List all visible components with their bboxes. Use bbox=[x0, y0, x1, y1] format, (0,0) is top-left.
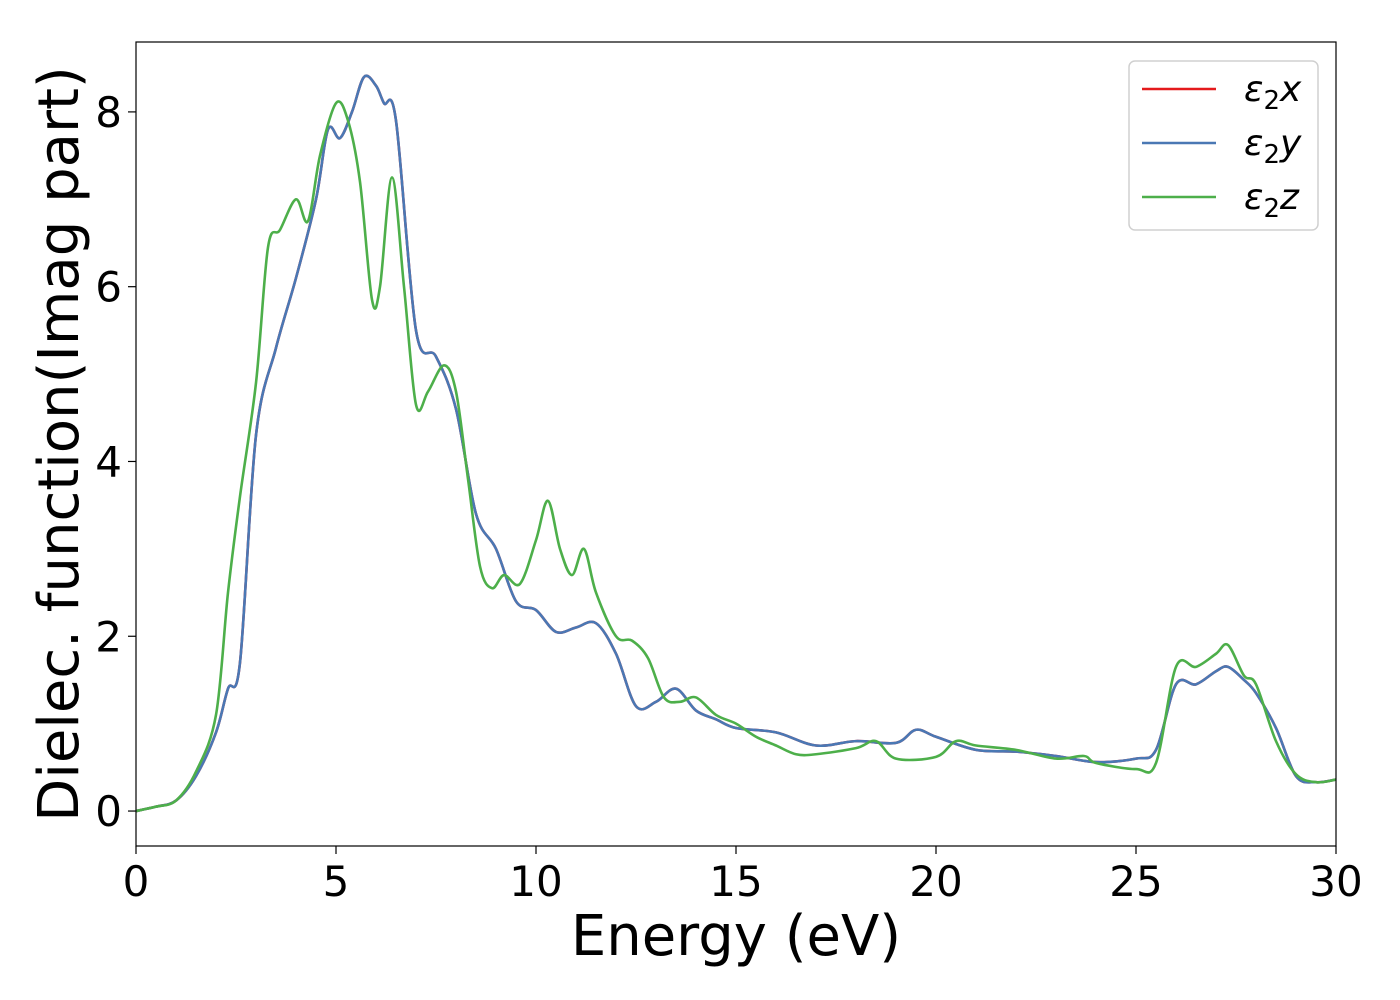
x-tick-label: 20 bbox=[909, 857, 962, 906]
x-tick-label: 10 bbox=[509, 857, 562, 906]
y-axis-ticks: 0 2 4 6 8 bbox=[95, 88, 136, 836]
legend-label-x: ε2x bbox=[1244, 69, 1302, 116]
y-axis-title: Dielec. function(Imag part) bbox=[27, 66, 92, 822]
series-line-y bbox=[136, 74, 1336, 813]
y-tick-label: 6 bbox=[95, 263, 122, 312]
legend: ε2x ε2y ε2z bbox=[1128, 60, 1319, 231]
legend-box bbox=[1128, 60, 1319, 231]
x-tick-label: 30 bbox=[1309, 857, 1362, 906]
legend-label-y: ε2y bbox=[1244, 123, 1302, 170]
x-axis-ticks: 0 5 10 15 20 25 30 bbox=[123, 846, 1363, 906]
x-tick-label: 0 bbox=[123, 857, 150, 906]
x-tick-label: 15 bbox=[709, 857, 762, 906]
x-tick-label: 25 bbox=[1109, 857, 1162, 906]
y-tick-label: 4 bbox=[95, 437, 122, 486]
series-line-z bbox=[136, 100, 1336, 813]
plot-content bbox=[136, 74, 1336, 813]
legend-label-z: ε2z bbox=[1244, 177, 1300, 224]
x-axis-title: Energy (eV) bbox=[571, 904, 901, 969]
x-tick-label: 5 bbox=[323, 857, 350, 906]
y-tick-label: 0 bbox=[95, 787, 122, 836]
y-tick-label: 2 bbox=[95, 612, 122, 661]
y-tick-label: 8 bbox=[95, 88, 122, 137]
